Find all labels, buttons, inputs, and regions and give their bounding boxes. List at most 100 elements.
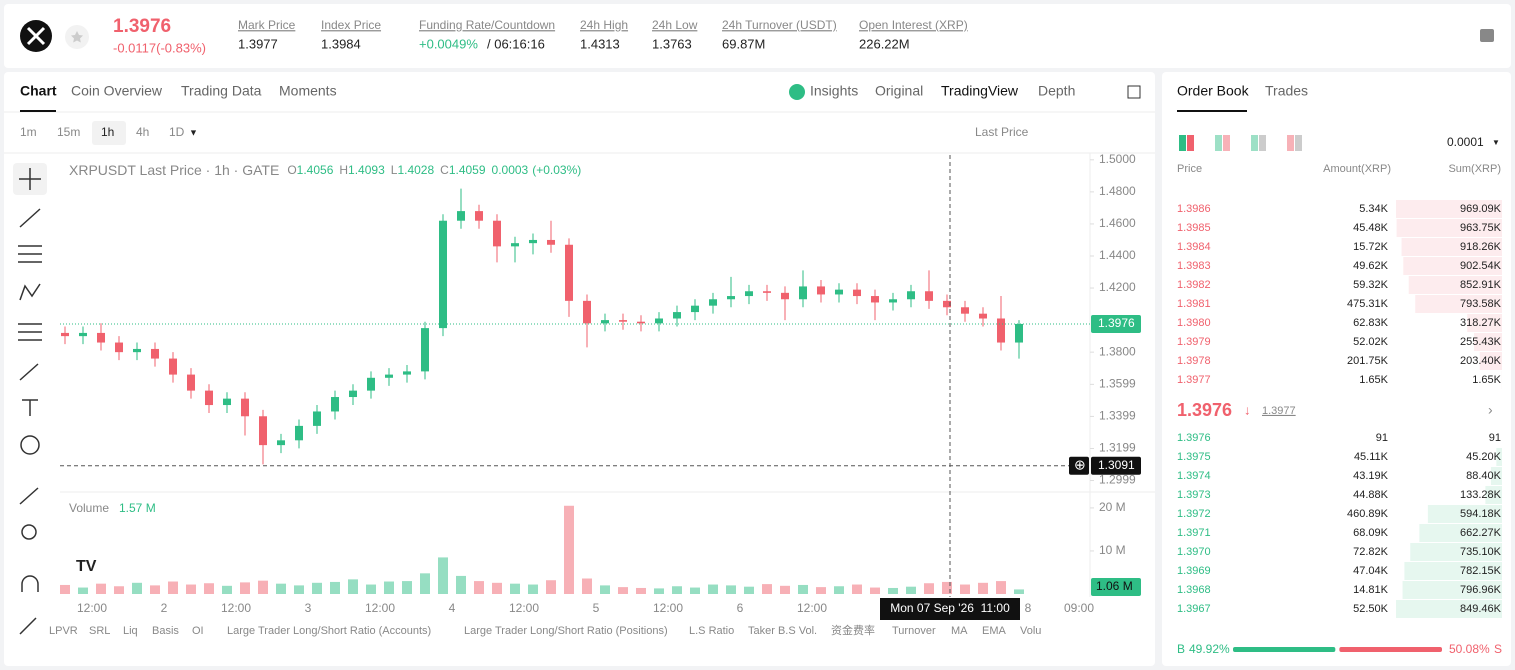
- ob-tab[interactable]: Trades: [1265, 83, 1308, 99]
- crosshair-tag: [1091, 456, 1141, 475]
- precision[interactable]: 0.0001: [1447, 135, 1484, 149]
- ob-amount: 43.19K: [1353, 470, 1389, 482]
- ob-amount: 47.04K: [1353, 565, 1389, 577]
- ob-price[interactable]: 1.3983: [1177, 260, 1211, 272]
- ob-price[interactable]: 1.3967: [1177, 603, 1211, 615]
- indicator[interactable]: 资金费率: [831, 623, 875, 637]
- tool-ruler[interactable]: [19, 487, 39, 505]
- ob-price[interactable]: 1.3986: [1177, 203, 1211, 215]
- tool-emoji[interactable]: [20, 435, 40, 455]
- tool-line[interactable]: [19, 208, 41, 228]
- interval[interactable]: 15m: [57, 125, 80, 139]
- ob-price[interactable]: 1.3984: [1177, 241, 1211, 253]
- view-tab[interactable]: Insights: [810, 83, 858, 99]
- ob-sum: 255.43K: [1460, 336, 1502, 348]
- icon[interactable]: [1223, 135, 1230, 151]
- candle-body: [1015, 323, 1023, 343]
- tool-pencil[interactable]: [19, 617, 37, 635]
- tool-text[interactable]: [22, 399, 38, 416]
- tool-fib[interactable]: [18, 245, 42, 263]
- icon[interactable]: [1215, 135, 1222, 151]
- indicator[interactable]: Turnover: [892, 625, 936, 637]
- interval[interactable]: 1D: [169, 125, 185, 139]
- candle-body: [745, 291, 753, 297]
- indicator[interactable]: L.S Ratio: [689, 625, 734, 637]
- chart-tab[interactable]: Chart: [20, 83, 57, 99]
- ob-price[interactable]: 1.3977: [1177, 374, 1211, 386]
- volume-bar: [60, 584, 70, 594]
- chevron[interactable]: ›: [1488, 402, 1493, 418]
- icon[interactable]: [1259, 135, 1266, 151]
- ob-price[interactable]: 1.3976: [1177, 432, 1211, 444]
- view-tab[interactable]: Original: [875, 83, 923, 99]
- volume-bar: [456, 575, 466, 594]
- indicator[interactable]: Taker B.S Vol.: [748, 625, 817, 637]
- dropdown[interactable]: ▼: [189, 127, 198, 137]
- candle-body: [133, 348, 141, 353]
- tool-gann[interactable]: [18, 323, 42, 341]
- note-icon[interactable]: [1480, 29, 1494, 42]
- legend-symbol: XRPUSDT Last Price · 1h · GATE: [69, 162, 279, 178]
- view-tab[interactable]: Depth: [1038, 83, 1075, 99]
- chart-tab[interactable]: Trading Data: [181, 83, 262, 99]
- icon[interactable]: [1295, 135, 1302, 151]
- indicator[interactable]: Volu: [1020, 625, 1041, 637]
- layout-icon[interactable]: [1127, 85, 1141, 99]
- ob-price[interactable]: 1.3972: [1177, 508, 1211, 520]
- indicator[interactable]: EMA: [982, 625, 1007, 637]
- indicator[interactable]: Large Trader Long/Short Ratio (Positions…: [464, 625, 668, 637]
- ob-price[interactable]: 1.3982: [1177, 279, 1211, 291]
- interval[interactable]: 4h: [136, 125, 149, 139]
- ob-price[interactable]: 1.3978: [1177, 355, 1211, 367]
- tool-zoom[interactable]: [21, 524, 37, 540]
- tool-crosshair[interactable]: [19, 168, 41, 190]
- legend-key: L: [391, 163, 398, 177]
- icon[interactable]: [1187, 135, 1194, 151]
- indicator[interactable]: OI: [192, 625, 204, 637]
- price-type[interactable]: Last Price: [975, 125, 1029, 139]
- candle-body: [169, 358, 177, 375]
- stat-value: +0.0049%: [419, 36, 478, 51]
- ob-price[interactable]: 1.3979: [1177, 336, 1211, 348]
- ob-price[interactable]: 1.3970: [1177, 546, 1211, 558]
- indicator[interactable]: Basis: [152, 625, 179, 637]
- ob-price[interactable]: 1.3968: [1177, 584, 1211, 596]
- icon[interactable]: [1287, 135, 1294, 151]
- interval[interactable]: 1m: [20, 125, 37, 139]
- volume-bar: [276, 583, 286, 594]
- ob-price[interactable]: 1.3981: [1177, 298, 1211, 310]
- candle-body: [187, 374, 195, 391]
- ob-amount: 15.72K: [1353, 241, 1389, 253]
- crosshair-add[interactable]: [1069, 456, 1089, 475]
- view-tab[interactable]: TradingView: [941, 83, 1019, 99]
- indicator[interactable]: Liq: [123, 625, 138, 637]
- ob-price[interactable]: 1.3985: [1177, 222, 1211, 234]
- stat-label: Mark Price: [238, 18, 296, 32]
- x-tick-label: 12:00: [77, 601, 107, 615]
- tool-magnet[interactable]: [21, 575, 39, 592]
- ob-price[interactable]: 1.3975: [1177, 451, 1211, 463]
- indicator[interactable]: Large Trader Long/Short Ratio (Accounts): [227, 625, 431, 637]
- depth-bar: [1479, 352, 1502, 370]
- dropdown[interactable]: ▼: [1492, 138, 1500, 147]
- volume-bar: [924, 583, 934, 594]
- ob-price[interactable]: 1.3971: [1177, 527, 1211, 539]
- ob-tab[interactable]: Order Book: [1177, 83, 1250, 99]
- volume-bar: [132, 582, 142, 594]
- indicator[interactable]: SRL: [89, 625, 110, 637]
- ob-price[interactable]: 1.3974: [1177, 470, 1211, 482]
- interval[interactable]: 1h: [101, 125, 114, 139]
- volume-bar: [798, 584, 808, 594]
- chart-tab[interactable]: Moments: [279, 83, 337, 99]
- ob-price[interactable]: 1.3973: [1177, 489, 1211, 501]
- tool-pattern[interactable]: [19, 283, 41, 301]
- icon[interactable]: [1251, 135, 1258, 151]
- ob-price[interactable]: 1.3969: [1177, 565, 1211, 577]
- indicator[interactable]: MA: [951, 625, 968, 637]
- legend-value: 1.4059: [449, 163, 486, 177]
- chart-tab[interactable]: Coin Overview: [71, 83, 163, 99]
- indicator[interactable]: LPVR: [49, 625, 78, 637]
- tool-brush[interactable]: [19, 363, 39, 381]
- icon[interactable]: [1179, 135, 1186, 151]
- ob-price[interactable]: 1.3980: [1177, 317, 1211, 329]
